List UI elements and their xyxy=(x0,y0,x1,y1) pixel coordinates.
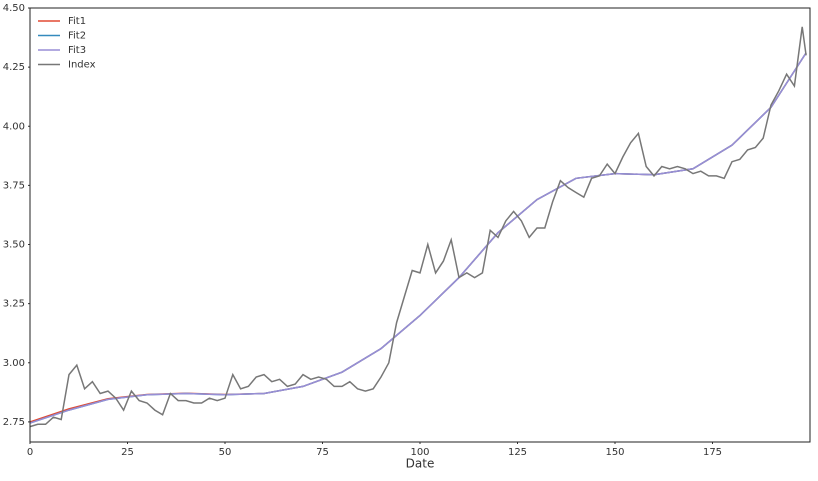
y-tick-label: 2.75 xyxy=(3,417,25,428)
legend-label: Fit2 xyxy=(68,31,86,42)
x-tick-label: 100 xyxy=(410,447,429,458)
y-tick-label: 3.25 xyxy=(3,299,25,310)
legend-label: Index xyxy=(68,60,96,71)
x-tick-label: 175 xyxy=(703,447,722,458)
x-tick-label: 50 xyxy=(219,447,232,458)
y-tick-label: 4.25 xyxy=(3,62,25,73)
series-line xyxy=(29,26,807,428)
y-tick-label: 3.75 xyxy=(3,180,25,191)
y-tick-label: 3.00 xyxy=(3,358,25,369)
y-tick-label: 3.50 xyxy=(3,240,25,251)
plot-frame xyxy=(29,7,811,443)
legend-label: Fit3 xyxy=(68,45,86,56)
y-tick-label: 4.50 xyxy=(3,3,25,14)
legend-label: Fit1 xyxy=(68,16,86,27)
series-line xyxy=(29,52,807,423)
y-tick-label: 4.00 xyxy=(3,121,25,132)
x-tick-label: 0 xyxy=(27,447,33,458)
x-tick-label: 125 xyxy=(508,447,527,458)
x-axis-label: Date xyxy=(406,457,435,471)
x-tick-label: 25 xyxy=(121,447,134,458)
series-line xyxy=(29,52,807,424)
x-tick-label: 75 xyxy=(316,447,329,458)
series-line xyxy=(29,52,807,424)
x-tick-label: 150 xyxy=(605,447,624,458)
